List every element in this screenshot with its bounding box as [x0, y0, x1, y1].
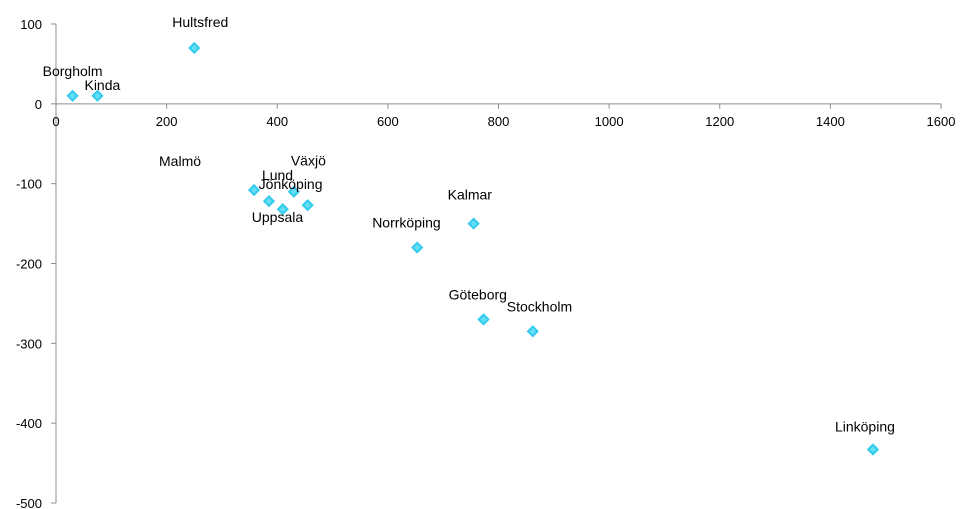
point-label-uppsala: Uppsala [252, 209, 304, 225]
data-point-highlight [529, 328, 536, 335]
data-point-highlight [69, 92, 76, 99]
point-label-kalmar: Kalmar [448, 187, 493, 203]
x-tick-label: 200 [156, 114, 178, 129]
point-label-jönköping: Jönköping [259, 176, 323, 192]
x-tick-label: 1200 [705, 114, 734, 129]
point-label-hultsfred: Hultsfred [172, 14, 228, 30]
x-tick-label: 800 [488, 114, 510, 129]
y-tick-label: -100 [16, 177, 42, 192]
data-point-highlight [290, 188, 297, 195]
x-tick-label: 600 [377, 114, 399, 129]
x-tick-label: 400 [266, 114, 288, 129]
y-tick-label: 0 [35, 97, 42, 112]
data-point-highlight [265, 198, 273, 205]
point-label-borgholm: Borgholm [43, 63, 103, 79]
x-tick-label: 1600 [927, 114, 956, 129]
data-point-highlight [414, 244, 421, 251]
data-point-highlight [279, 206, 286, 213]
y-tick-label: -300 [16, 336, 42, 351]
point-label-göteborg: Göteborg [449, 286, 507, 302]
data-point-highlight [869, 446, 877, 453]
x-tick-label: 1400 [816, 114, 845, 129]
point-label-växjö: Växjö [291, 153, 326, 169]
data-point-highlight [191, 44, 198, 52]
data-point-highlight [250, 186, 258, 194]
axes [51, 23, 942, 504]
point-label-linköping: Linköping [835, 419, 895, 435]
data-point-highlight [304, 202, 311, 209]
data-point-highlight [470, 220, 477, 227]
y-tick-label: -200 [16, 257, 42, 272]
x-tick-label: 1000 [595, 114, 624, 129]
y-tick-label: -400 [16, 416, 42, 431]
y-tick-label: -500 [16, 496, 42, 509]
point-label-kinda: Kinda [84, 77, 120, 93]
point-label-norrköping: Norrköping [372, 215, 440, 231]
point-label-lund: Lund [262, 167, 293, 183]
data-points [64, 40, 881, 458]
x-tick-label: 0 [52, 114, 59, 129]
point-label-stockholm: Stockholm [507, 298, 572, 314]
data-point-highlight [94, 92, 101, 99]
data-point-highlight [480, 316, 487, 323]
y-tick-label: 100 [20, 17, 42, 32]
point-label-malmö: Malmö [159, 153, 201, 169]
y-tick-labels: 100 0 -100 -200 -300 -400 -500 [16, 17, 42, 509]
x-tick-labels: 0 200 400 600 800 1000 1200 1400 1600 [52, 114, 955, 129]
